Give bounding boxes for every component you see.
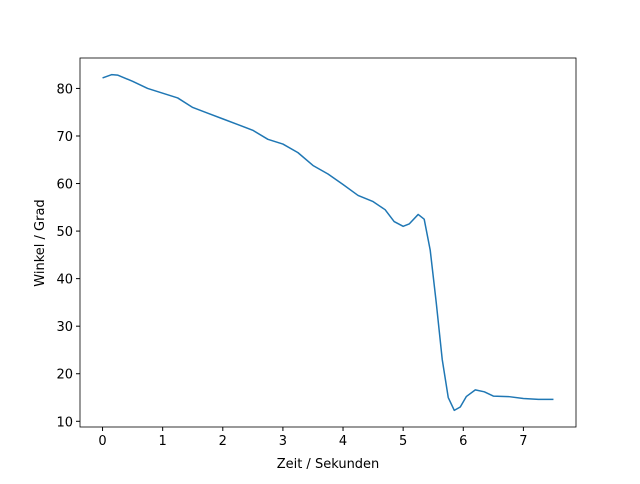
y-tick-label: 40: [56, 273, 73, 288]
y-tick-label: 30: [56, 320, 73, 335]
x-tick-label: 4: [339, 434, 347, 449]
y-tick-label: 20: [56, 368, 73, 383]
x-tick-label: 3: [279, 434, 287, 449]
x-tick-label: 1: [159, 434, 167, 449]
x-tick-label: 2: [219, 434, 227, 449]
y-tick-label: 10: [56, 415, 73, 430]
x-tick-label: 0: [98, 434, 106, 449]
x-tick-label: 5: [399, 434, 407, 449]
data-line: [102, 73, 554, 412]
y-tick-label: 70: [56, 130, 73, 145]
x-tick-label: 7: [519, 434, 527, 449]
y-tick-label: 80: [56, 82, 73, 97]
x-axis-label: Zeit / Sekunden: [277, 457, 380, 472]
x-tick-label: 6: [459, 434, 467, 449]
y-axis-label: Winkel / Grad: [33, 199, 48, 286]
y-tick-label: 50: [56, 225, 73, 240]
plot-frame: [79, 57, 577, 428]
y-tick-label: 60: [56, 178, 73, 193]
